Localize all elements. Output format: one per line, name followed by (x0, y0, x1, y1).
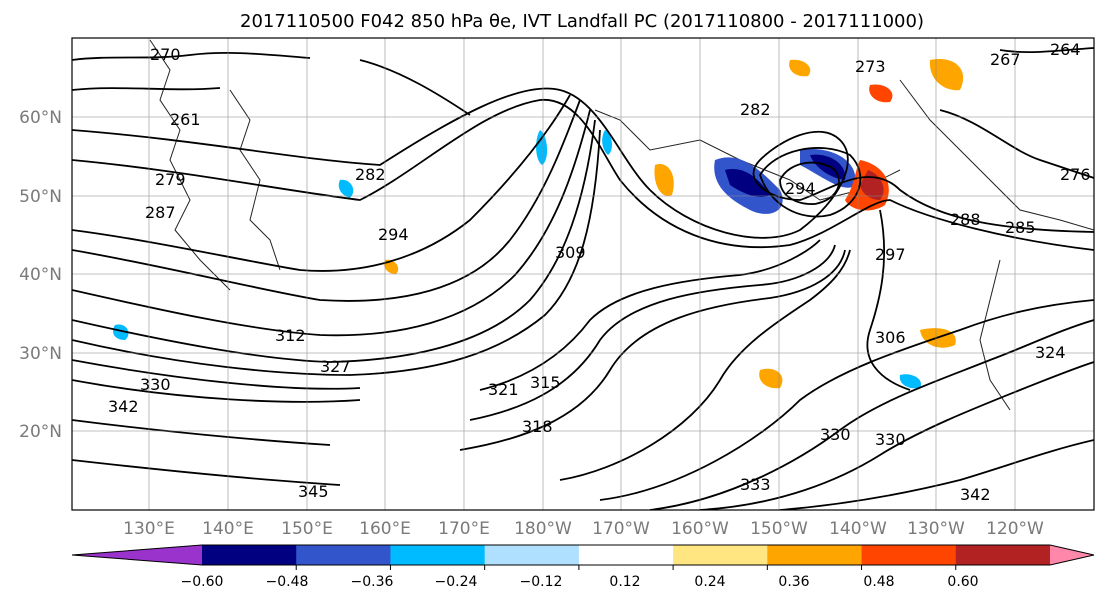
contour-label: 276 (1060, 165, 1091, 184)
colorbar: −0.60 −0.48 −0.36 −0.24 −0.12 0.12 0.24 … (71, 544, 1095, 590)
contour-label: 288 (950, 210, 981, 229)
lat-label: 60°N (19, 108, 62, 128)
contour-label: 315 (530, 373, 561, 392)
contour-label: 297 (875, 245, 906, 264)
colorbar-tick-label: 0.24 (694, 574, 725, 590)
contour-label: 327 (320, 357, 351, 376)
colorbar-tick-labels: −0.60 −0.48 −0.36 −0.24 −0.12 0.12 0.24 … (181, 574, 979, 590)
contour-label: 330 (140, 375, 171, 394)
colorbar-tick-label: −0.48 (266, 574, 309, 590)
contour-label: 264 (1050, 40, 1081, 59)
contour-label: 282 (355, 165, 386, 184)
contour-label: 273 (855, 57, 886, 76)
colorbar-tick-label: 0.12 (609, 574, 640, 590)
latitude-labels: 60°N 50°N 40°N 30°N 20°N (19, 108, 62, 442)
lon-label: 130°W (907, 519, 965, 539)
contour-label: 294 (378, 225, 409, 244)
colorbar-tick-label: 0.48 (863, 574, 894, 590)
contour-label: 279 (155, 170, 186, 189)
lat-label: 30°N (19, 344, 62, 364)
colorbar-segments (72, 545, 1094, 565)
contour-label: 330 (820, 425, 851, 444)
anomaly-fills (113, 59, 964, 389)
contour-label: 309 (555, 243, 586, 262)
contour-label: 318 (522, 417, 553, 436)
colorbar-extend-max (1050, 545, 1094, 565)
lon-label: 140°E (202, 519, 254, 539)
colorbar-tick-label: 0.60 (947, 574, 978, 590)
colorbar-segment (673, 545, 768, 565)
theta-e-contours (72, 47, 1094, 510)
map-area: 270 261 279 287 282 294 312 327 330 342 … (72, 38, 1094, 510)
lon-label: 140°W (829, 519, 887, 539)
colorbar-tick-label: −0.12 (520, 574, 563, 590)
contour-label: 345 (298, 482, 329, 501)
lon-label: 150°W (750, 519, 808, 539)
contour-label: 282 (740, 100, 771, 119)
contour-label: 342 (960, 485, 991, 504)
colorbar-segment (202, 545, 297, 565)
lon-label: 160°E (359, 519, 411, 539)
contour-label: 270 (150, 45, 181, 64)
lon-label: 170°W (592, 519, 650, 539)
contour-label: 330 (875, 430, 906, 449)
contour-label: 306 (875, 328, 906, 347)
graticule (72, 38, 1094, 510)
contour-label: 321 (488, 380, 519, 399)
contour-label: 294 (785, 179, 816, 198)
contour-label: 285 (1005, 218, 1036, 237)
colorbar-segment (296, 545, 391, 565)
lon-label: 130°E (123, 519, 175, 539)
colorbar-ticks (295, 565, 957, 570)
colorbar-outline (71, 544, 1095, 566)
contour-label: 287 (145, 203, 176, 222)
colorbar-segment (955, 545, 1051, 565)
longitude-labels: 130°E 140°E 150°E 160°E 170°E 180°W 170°… (123, 519, 1044, 539)
lon-label: 150°E (281, 519, 333, 539)
lon-label: 160°W (671, 519, 729, 539)
lon-label: 180°W (514, 519, 572, 539)
lat-label: 50°N (19, 187, 62, 207)
colorbar-extend-min (72, 545, 202, 565)
contour-label: 333 (740, 475, 771, 494)
contour-label: 261 (170, 110, 201, 129)
lat-label: 40°N (19, 265, 62, 285)
contour-label-group: 270 261 279 287 282 294 312 327 330 342 … (108, 40, 1091, 504)
colorbar-segment (390, 545, 486, 565)
colorbar-segment (578, 545, 674, 565)
colorbar-segment (861, 545, 957, 565)
colorbar-tick-label: 0.36 (778, 574, 809, 590)
contour-label: 324 (1035, 343, 1066, 362)
lon-label: 120°W (986, 519, 1044, 539)
contour-label: 342 (108, 397, 139, 416)
lat-label: 20°N (19, 422, 62, 442)
colorbar-tick-label: −0.24 (435, 574, 478, 590)
contour-label: 312 (275, 326, 306, 345)
map-title: 2017110500 F042 850 hPa θe, IVT Landfall… (240, 11, 924, 32)
contour-label: 267 (990, 50, 1021, 69)
colorbar-tick-label: −0.60 (181, 574, 224, 590)
colorbar-segment (484, 545, 580, 565)
lon-label: 170°E (438, 519, 490, 539)
colorbar-tick-label: −0.36 (351, 574, 394, 590)
colorbar-segment (767, 545, 863, 565)
map-frame (71, 37, 1095, 511)
